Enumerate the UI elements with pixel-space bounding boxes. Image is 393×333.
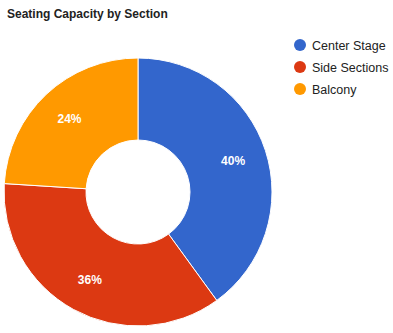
chart-svg: Seating Capacity by Section 40% 36% 24% Cent… xyxy=(0,0,393,333)
legend: Center Stage Side Sections Balcony xyxy=(294,39,388,97)
slices xyxy=(4,58,272,326)
data-label: 36% xyxy=(78,273,102,287)
chart-title: Seating Capacity by Section xyxy=(7,7,168,21)
legend-swatch xyxy=(294,61,306,73)
legend-label: Balcony xyxy=(312,83,357,97)
data-label: 24% xyxy=(58,112,82,126)
legend-swatch xyxy=(294,83,306,95)
slice-labels: 40% 36% 24% xyxy=(58,112,246,287)
slice xyxy=(4,58,138,189)
legend-label: Side Sections xyxy=(312,61,388,75)
slice xyxy=(4,184,217,326)
chart-container: Seating Capacity by Section 40% 36% 24% Cent… xyxy=(0,0,393,333)
legend-swatch xyxy=(294,39,306,51)
data-label: 40% xyxy=(221,154,245,168)
legend-label: Center Stage xyxy=(312,39,386,53)
